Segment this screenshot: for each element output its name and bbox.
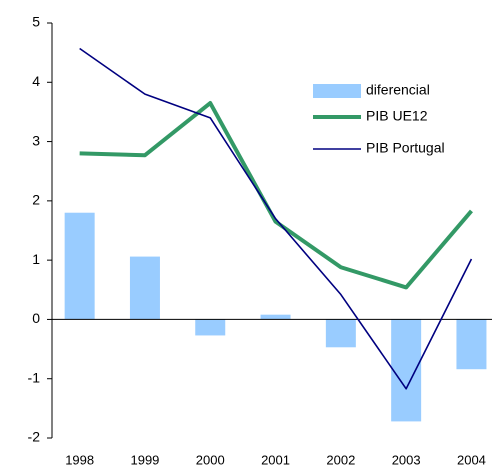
bar: [260, 314, 291, 320]
legend-label: PIB Portugal: [366, 140, 445, 156]
y-tick-label: -2: [28, 429, 41, 445]
bar: [129, 256, 160, 320]
y-tick-label: 5: [32, 14, 40, 30]
line: [79, 47, 473, 390]
x-tick-label: 2004: [457, 452, 486, 467]
x-tick-label: 2001: [261, 452, 290, 467]
bar: [64, 212, 95, 320]
bar: [325, 319, 356, 348]
x-tick-label: 2002: [326, 452, 355, 467]
y-tick-label: 3: [32, 132, 40, 148]
legend-swatch: [313, 84, 361, 98]
y-tick-label: 1: [32, 251, 40, 267]
y-tick-label: 4: [32, 73, 40, 89]
y-tick-label: 0: [32, 310, 40, 326]
x-tick-label: 1999: [130, 452, 159, 467]
bar: [456, 319, 487, 370]
x-tick-label: 2003: [392, 452, 421, 467]
y-tick-label: 2: [32, 192, 40, 208]
x-tick-label: 2000: [196, 452, 225, 467]
x-tick-label: 1998: [65, 452, 94, 467]
legend-label: diferencial: [366, 82, 430, 98]
bar: [391, 319, 422, 422]
y-tick-label: -1: [28, 369, 41, 385]
bar: [195, 319, 226, 336]
legend-label: PIB UE12: [366, 108, 428, 124]
line: [79, 101, 473, 290]
